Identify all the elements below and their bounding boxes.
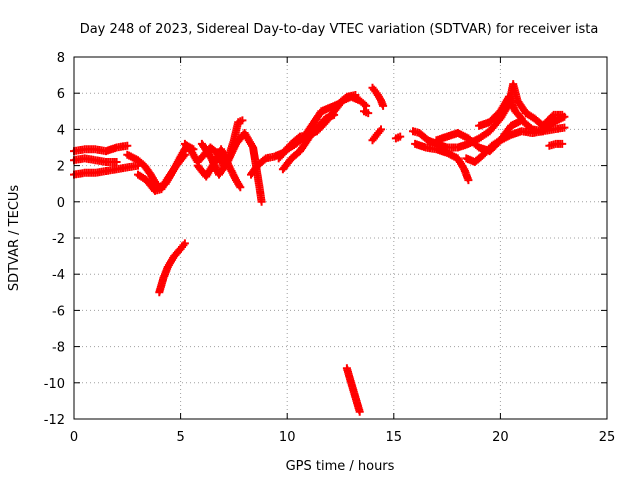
data-point — [516, 113, 525, 122]
data-point — [560, 112, 569, 121]
data-point — [180, 150, 189, 159]
y-axis-label: SDTVAR / TECUs — [7, 185, 22, 292]
data-point — [396, 132, 405, 141]
y-tick-label: 8 — [57, 51, 65, 66]
data-point — [364, 109, 373, 118]
data-point — [517, 114, 526, 123]
data-point — [257, 197, 266, 206]
y-tick-label: 0 — [57, 196, 65, 211]
data-point — [355, 407, 364, 416]
data-points-layer — [70, 80, 569, 416]
data-point — [180, 239, 189, 248]
data-point — [464, 176, 473, 185]
tick-marks-layer — [73, 56, 608, 420]
tick-labels-layer: -12 -10 -8 -6 -4 -2 0 2 4 6 8 0 5 10 15 20 25 — [44, 51, 616, 445]
data-point — [360, 100, 369, 109]
data-point — [351, 91, 360, 99]
x-tick-label: 10 — [279, 430, 296, 445]
data-point — [379, 101, 388, 110]
data-point — [330, 110, 339, 119]
x-tick-label: 25 — [599, 430, 616, 445]
data-point — [558, 139, 567, 148]
data-point — [123, 141, 132, 150]
y-tick-label: -12 — [44, 413, 65, 428]
data-point — [179, 152, 188, 161]
x-tick-label: 5 — [176, 430, 184, 445]
x-axis-label: GPS time / hours — [286, 459, 395, 474]
data-point — [238, 116, 247, 125]
data-point — [377, 125, 385, 134]
data-point — [112, 158, 121, 166]
y-tick-label: 4 — [57, 123, 65, 138]
x-tick-label: 15 — [386, 430, 403, 445]
y-tick-label: -10 — [44, 377, 65, 392]
x-tick-label: 0 — [70, 430, 78, 445]
y-tick-label: 2 — [57, 160, 65, 175]
y-tick-label: -4 — [52, 268, 65, 283]
y-tick-label: -6 — [52, 304, 65, 319]
y-tick-label: -8 — [52, 341, 65, 356]
y-tick-label: 6 — [57, 87, 65, 102]
data-point — [560, 123, 569, 132]
data-point — [236, 183, 245, 192]
chart-title: Day 248 of 2023, Sidereal Day-to-day VTE… — [80, 22, 599, 37]
series-group — [70, 80, 569, 416]
y-tick-label: -2 — [52, 232, 65, 247]
x-tick-label: 20 — [492, 430, 509, 445]
